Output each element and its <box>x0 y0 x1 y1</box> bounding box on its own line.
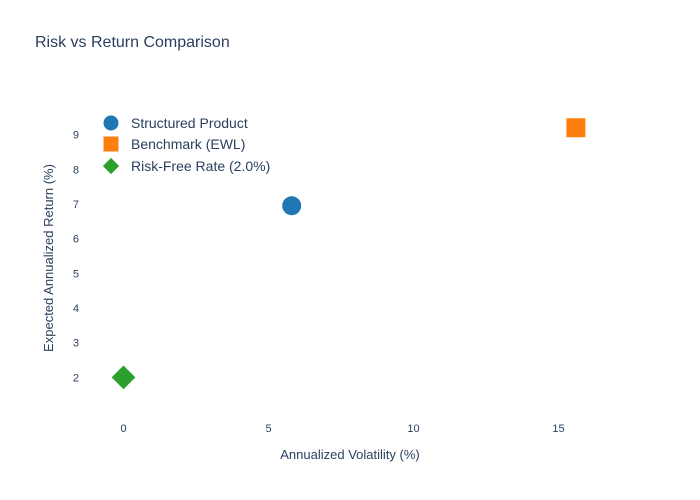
x-tick-label: 5 <box>265 423 271 435</box>
data-point-circle <box>282 196 302 216</box>
y-axis-title: Expected Annualized Return (%) <box>41 164 56 352</box>
legend-marker <box>103 136 119 152</box>
y-tick-label: 9 <box>73 130 79 142</box>
data-point-square <box>566 118 586 138</box>
legend-marker <box>103 115 119 131</box>
legend-diamond-icon <box>100 156 122 176</box>
legend-item[interactable]: Structured Product <box>100 112 270 134</box>
legend-item[interactable]: Risk-Free Rate (2.0%) <box>100 155 270 177</box>
y-tick-label: 8 <box>73 164 79 176</box>
y-tick-label: 5 <box>73 268 79 280</box>
legend-marker <box>102 157 120 174</box>
x-tick-label: 15 <box>552 423 564 435</box>
x-tick-label: 0 <box>120 423 126 435</box>
y-axis-ticks: 2 3 4 5 6 7 8 9 <box>73 130 79 385</box>
y-tick-label: 4 <box>73 303 79 315</box>
legend-square-icon <box>100 134 122 154</box>
legend-label: Structured Product <box>131 114 248 131</box>
legend-label: Benchmark (EWL) <box>131 136 246 153</box>
legend-label: Risk-Free Rate (2.0%) <box>131 157 271 174</box>
y-tick-label: 6 <box>73 234 79 246</box>
legend-circle-icon <box>100 113 122 133</box>
legend[interactable]: Structured Product Benchmark (EWL) Risk-Fr… <box>100 112 270 177</box>
y-tick-label: 2 <box>73 372 79 384</box>
y-tick-label: 7 <box>73 199 79 211</box>
x-axis-ticks: 0 5 10 15 <box>120 423 564 435</box>
x-tick-label: 10 <box>407 423 419 435</box>
data-point-diamond <box>111 365 136 390</box>
data-points <box>111 118 586 390</box>
chart-title: Risk vs Return Comparison <box>35 34 230 51</box>
legend-item[interactable]: Benchmark (EWL) <box>100 134 270 156</box>
x-axis-title: Annualized Volatility (%) <box>280 447 419 462</box>
y-tick-label: 3 <box>73 338 79 350</box>
